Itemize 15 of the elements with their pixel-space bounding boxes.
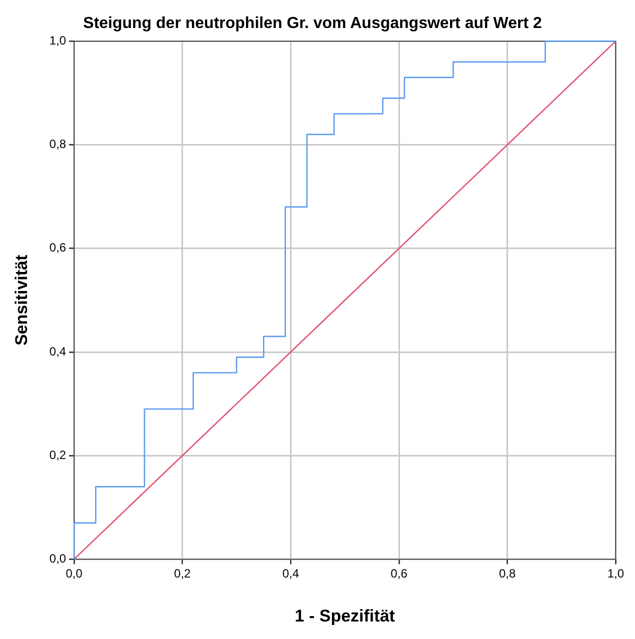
y-tick-label: 0,8	[49, 137, 66, 152]
y-tick-label: 0,0	[49, 552, 66, 566]
x-axis-title: 1 - Spezifität	[294, 606, 396, 626]
y-tick-label: 1,0	[49, 34, 66, 48]
x-tick-label: 0,8	[499, 566, 516, 581]
y-tick-label: 0,6	[49, 240, 66, 255]
y-tick-label: 0,2	[49, 448, 66, 462]
x-tick-label: 0,6	[390, 566, 408, 581]
y-axis-title: Sensitivität	[12, 254, 31, 346]
x-tick-label: 0,4	[282, 566, 300, 581]
y-tick-label: 0,4	[49, 344, 66, 358]
chart-title: Steigung der neutrophilen Gr. vom Ausgangswert auf Wert 2	[83, 15, 542, 32]
x-tick-label: 0,2	[174, 566, 192, 581]
x-tick-label: 1,0	[607, 566, 624, 581]
x-tick-label: 0,0	[66, 566, 83, 581]
